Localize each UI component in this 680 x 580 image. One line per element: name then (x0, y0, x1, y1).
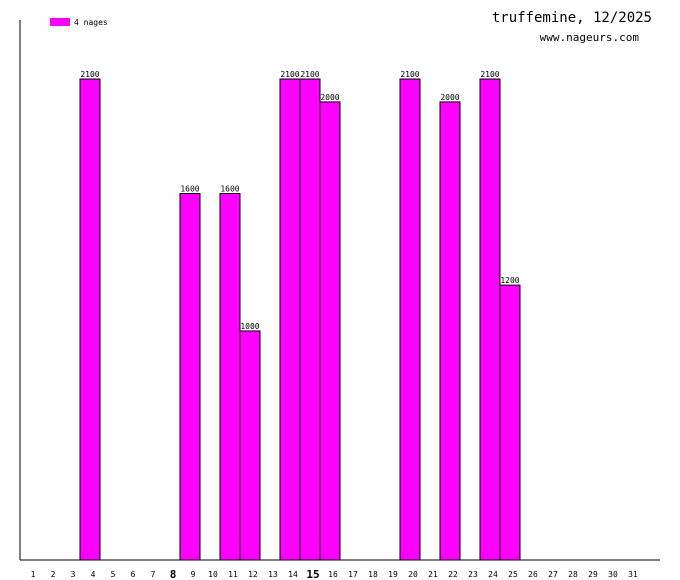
x-tick-label-6: 6 (131, 570, 136, 579)
legend: 4 nages (50, 18, 108, 27)
bar-day-13 (279, 78, 301, 561)
x-tick-label-18: 18 (368, 570, 378, 579)
data-label-day-21: 2000 (440, 93, 459, 102)
chart-title: truffemine, 12/2025 (492, 10, 652, 26)
bar-day-23 (479, 78, 501, 561)
x-tick-label-20: 20 (408, 570, 418, 579)
x-tick-label-5: 5 (111, 570, 116, 579)
x-tick-label-23: 23 (468, 570, 478, 579)
x-tick-label-1: 1 (31, 570, 36, 579)
bar-day-24 (499, 284, 521, 561)
data-label-day-3: 2100 (80, 70, 99, 79)
x-tick-labels: 1 2 3 4 5 6 7 8 9 10 11 12 13 14 15 16 17 18 19 20 21 22 23 24 2… (31, 568, 638, 580)
x-tick-label-10: 10 (208, 570, 218, 579)
x-tick-label-7: 7 (151, 570, 156, 579)
x-tick-label-9: 9 (191, 570, 196, 579)
x-tick-label-31: 31 (628, 570, 638, 579)
x-tick-label-22: 22 (448, 570, 458, 579)
x-tick-label-8: 8 (170, 568, 177, 580)
x-tick-label-29: 29 (588, 570, 598, 579)
x-tick-label-27: 27 (548, 570, 558, 579)
x-tick-label-24: 24 (488, 570, 498, 579)
x-tick-label-30: 30 (608, 570, 618, 579)
x-tick-label-15: 15 (306, 568, 319, 580)
x-tick-label-28: 28 (568, 570, 578, 579)
bar-day-11 (239, 330, 261, 561)
x-tick-label-13: 13 (268, 570, 278, 579)
legend-label: 4 nages (74, 18, 108, 27)
data-label-day-24: 1200 (500, 276, 519, 285)
x-tick-label-4: 4 (91, 570, 96, 579)
x-tick-label-17: 17 (348, 570, 358, 579)
data-label-day-19: 2100 (400, 70, 419, 79)
x-tick-label-19: 19 (388, 570, 398, 579)
x-tick-label-2: 2 (51, 570, 56, 579)
x-tick-label-21: 21 (428, 570, 438, 579)
x-tick-label-16: 16 (328, 570, 338, 579)
bar-day-3 (79, 78, 101, 561)
data-label-day-11: 1000 (240, 322, 259, 331)
data-label-day-15: 2000 (320, 93, 339, 102)
x-tick-label-25: 25 (508, 570, 518, 579)
x-tick-label-12: 12 (248, 570, 258, 579)
bar-day-14 (299, 78, 321, 561)
x-tick-label-14: 14 (288, 570, 298, 579)
bar-day-19 (399, 78, 421, 561)
x-tick-label-3: 3 (71, 570, 76, 579)
x-tick-label-11: 11 (228, 570, 238, 579)
x-tick-label-26: 26 (528, 570, 538, 579)
data-label-day-13: 2100 (280, 70, 299, 79)
data-label-day-8: 1600 (180, 185, 199, 194)
legend-swatch (50, 18, 70, 26)
bar-day-21 (439, 101, 461, 561)
bar-day-8 (179, 193, 201, 561)
bar-day-10 (219, 193, 241, 561)
chart-subtitle: www.nageurs.com (540, 31, 640, 44)
bars (79, 78, 521, 561)
data-label-day-10: 1600 (220, 185, 239, 194)
data-label-day-23: 2100 (480, 70, 499, 79)
data-label-day-14: 2100 (300, 70, 319, 79)
bar-day-15 (319, 101, 341, 561)
